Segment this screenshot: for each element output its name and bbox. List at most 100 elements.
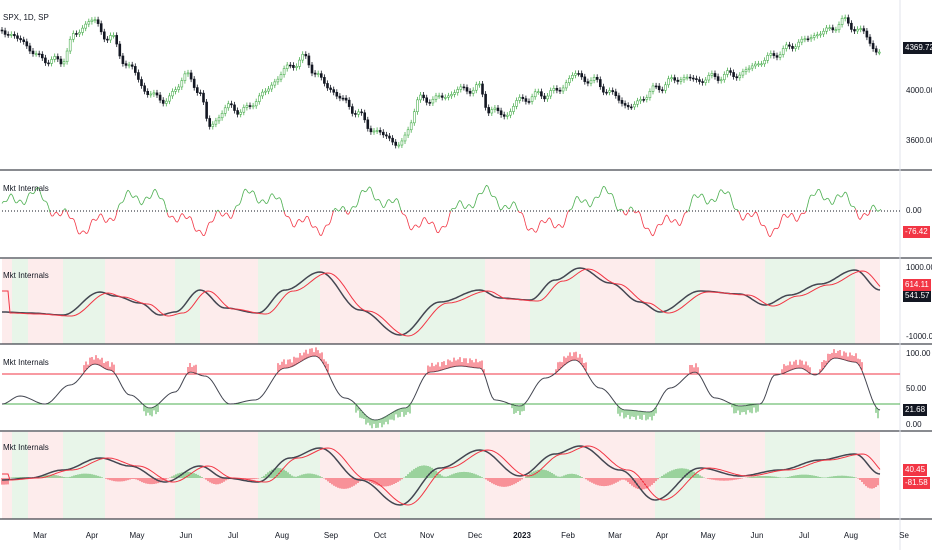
oscillator-segment [672, 219, 675, 223]
oscillator-segment [208, 221, 211, 224]
candle-body [595, 76, 599, 80]
candle-body [512, 105, 515, 112]
oscillator-segment [603, 185, 606, 188]
oscillator-segment [753, 211, 756, 215]
oscillator-segment [778, 222, 781, 227]
oscillator-segment [771, 230, 774, 235]
oscillator-segment [567, 210, 570, 213]
pane-2-axis-label: 0.00 [906, 206, 922, 215]
candle-body [261, 91, 264, 97]
candle-body [636, 100, 639, 105]
candle-body [543, 95, 546, 100]
candle-body [701, 81, 704, 83]
oscillator-segment [136, 195, 139, 200]
candle-body [375, 130, 379, 132]
candle-body [704, 79, 708, 83]
candle-body [109, 35, 112, 41]
oscillator-segment [744, 214, 747, 219]
candle-body [313, 72, 317, 75]
candle-body [853, 29, 856, 32]
oscillator-segment [571, 204, 574, 209]
candle-body [564, 82, 568, 89]
pane-5-title[interactable]: Mkt Internals [3, 443, 49, 452]
candle-body [103, 31, 106, 40]
oscillator-segment [343, 206, 346, 211]
candle-body [53, 56, 57, 60]
oscillator-segment [834, 196, 837, 202]
pane-3-title[interactable]: Mkt Internals [3, 271, 49, 280]
oscillator-segment [544, 221, 547, 224]
oscillator-segment [579, 199, 582, 203]
oscillator-segment [372, 192, 375, 198]
oscillator-segment [783, 213, 786, 216]
oscillator-segment [808, 195, 811, 200]
oscillator-segment [462, 204, 465, 209]
symbol-title[interactable]: SPX, 1D, SP [3, 13, 49, 22]
oscillator-segment [294, 224, 297, 228]
oscillator-segment [717, 192, 720, 198]
candle-body [319, 73, 323, 78]
oscillator-segment [877, 210, 880, 212]
oscillator-segment [562, 223, 565, 228]
pane-4-title[interactable]: Mkt Internals [3, 358, 49, 367]
oscillator-segment [205, 226, 208, 232]
candle-body [753, 63, 757, 67]
oscillator-segment [415, 224, 418, 227]
candle-body [378, 130, 382, 133]
internals-percent-line [1, 347, 900, 429]
oscillator-segment [360, 190, 363, 194]
candle-body [670, 77, 673, 80]
shade-band [200, 432, 258, 519]
candle-body [868, 36, 872, 44]
oscillator-segment [844, 191, 847, 194]
candle-body [115, 35, 118, 45]
oscillator-segment [481, 191, 484, 194]
candle-body [304, 53, 308, 57]
oscillator-segment [558, 224, 561, 226]
candle-body [862, 28, 866, 32]
oscillator-segment [273, 194, 276, 199]
candle-body [614, 91, 618, 96]
candle-body [846, 17, 850, 24]
pane-2-title[interactable]: Mkt Internals [3, 184, 49, 193]
oscillator-segment [201, 232, 204, 236]
candle-body [227, 103, 230, 109]
oscillator-segment [222, 214, 225, 217]
candle-body [465, 87, 469, 92]
oscillator-segment [30, 192, 33, 194]
candle-body [217, 117, 221, 122]
candle-body [62, 61, 66, 65]
candle-body [233, 104, 236, 111]
candle-body [698, 79, 701, 82]
oscillator-segment [345, 210, 348, 214]
oscillator-segment [847, 197, 850, 203]
oscillator-segment [405, 215, 408, 220]
candle-body [781, 48, 785, 55]
oscillator-segment [631, 207, 634, 211]
oscillator-segment [18, 199, 21, 202]
oscillator-segment [211, 220, 214, 223]
candle-body [22, 39, 26, 42]
oscillator-segment [874, 206, 877, 211]
oscillator-segment [241, 191, 244, 198]
candle-body [546, 95, 549, 100]
candle-body [6, 34, 10, 36]
shade-band [2, 259, 12, 344]
oscillator-segment [366, 188, 369, 192]
oscillator-segment [108, 217, 111, 220]
oscillator-segment [456, 202, 459, 207]
oscillator-segment [379, 200, 382, 205]
oscillator-segment [595, 196, 598, 199]
oscillator-segment [316, 227, 319, 232]
candle-body [124, 63, 128, 66]
candle-body [419, 94, 422, 101]
candle-body [19, 38, 22, 41]
oscillator-segment [487, 186, 490, 191]
oscillator-segment [111, 218, 114, 221]
oscillator-segment [226, 212, 229, 216]
candle-body [549, 90, 553, 97]
candle-body [800, 38, 804, 43]
candle-body [797, 41, 801, 48]
candle-body [722, 74, 726, 81]
candle-body [440, 95, 444, 98]
